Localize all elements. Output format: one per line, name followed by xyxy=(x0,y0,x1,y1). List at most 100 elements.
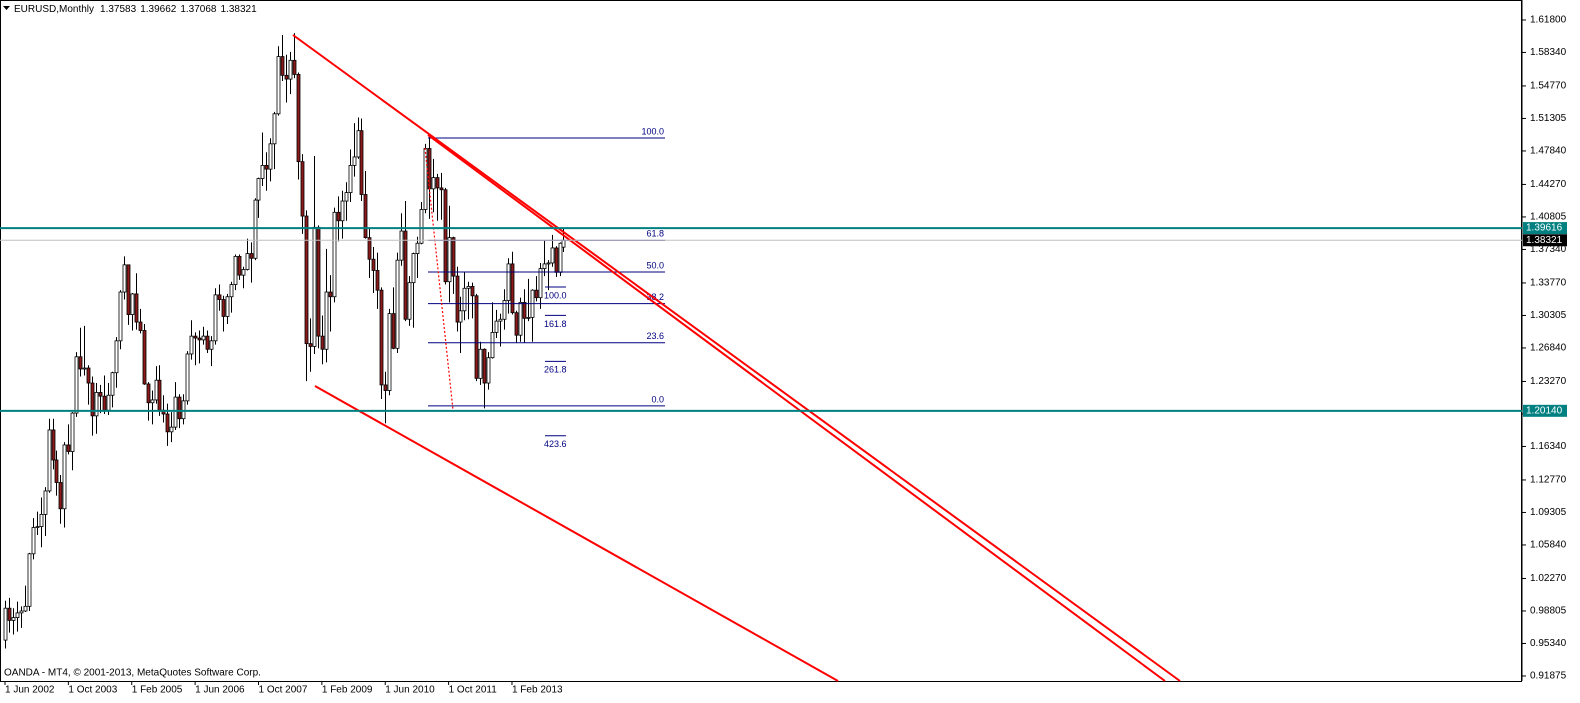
candle-body xyxy=(399,230,404,261)
candle-body xyxy=(371,258,376,271)
y-tick-label: 0.98805 xyxy=(1530,606,1567,617)
candle-body xyxy=(82,367,87,370)
y-tick-label: 1.33770 xyxy=(1530,278,1567,289)
candle-body xyxy=(538,268,543,299)
candle-body xyxy=(39,513,44,527)
candle-body xyxy=(106,394,111,411)
y-tick-label: 1.54770 xyxy=(1530,81,1567,92)
candle-body xyxy=(443,189,448,283)
candle-body xyxy=(43,490,48,515)
x-tick-label: 1 Jun 2002 xyxy=(5,685,55,696)
y-tick-label: 1.09305 xyxy=(1530,507,1567,518)
candle-body xyxy=(300,161,305,217)
candle-body xyxy=(15,612,20,618)
candle-body xyxy=(490,331,495,359)
fibo-label: 0.0 xyxy=(651,394,664,404)
candle-body xyxy=(447,237,452,283)
trend-line xyxy=(314,385,839,682)
candle-body xyxy=(494,320,499,333)
candle-body xyxy=(561,239,566,248)
candle-body xyxy=(455,275,460,323)
candle-body xyxy=(241,269,246,276)
y-tick-label: 0.95340 xyxy=(1530,638,1567,649)
header-text: EURUSD,Monthly 1.37583 1.39662 1.37068 1.383… xyxy=(14,4,257,15)
candle-body xyxy=(122,264,127,293)
candle-body xyxy=(344,192,349,202)
candle-body xyxy=(359,130,364,195)
candle-body xyxy=(114,340,119,374)
low-value: 1.37068 xyxy=(180,4,217,15)
candle-body xyxy=(391,313,396,349)
candle-body xyxy=(403,230,408,320)
candle-body xyxy=(209,340,214,350)
candle-body xyxy=(58,482,63,510)
fibo-label: 261.8 xyxy=(544,365,567,375)
candle-body xyxy=(130,293,135,315)
y-tick-label: 1.51305 xyxy=(1530,113,1567,124)
candle-body xyxy=(62,444,67,510)
candle-body xyxy=(375,270,380,291)
candle-body xyxy=(379,289,384,386)
candle-body xyxy=(31,527,36,555)
plot-frame xyxy=(0,0,1522,682)
price-label: 1.20140 xyxy=(1526,405,1563,416)
candle-body xyxy=(102,395,107,411)
candle-body xyxy=(478,348,483,379)
candle-body xyxy=(94,392,99,417)
candle-body xyxy=(233,255,238,285)
candle-body xyxy=(74,356,79,414)
candle-body xyxy=(367,237,372,260)
candle-body xyxy=(340,200,345,222)
candle-body xyxy=(177,396,182,420)
candle-body xyxy=(431,177,436,190)
candle-body xyxy=(550,247,555,264)
x-tick-label: 1 Feb 2009 xyxy=(322,685,373,696)
candle-body xyxy=(280,56,285,76)
candle-body xyxy=(356,130,361,158)
candle-body xyxy=(558,242,563,273)
candle-body xyxy=(256,178,261,201)
price-label: 1.39616 xyxy=(1526,223,1563,234)
candle-body xyxy=(546,262,551,265)
candle-body xyxy=(534,289,539,299)
y-tick-label: 1.58340 xyxy=(1530,47,1567,58)
price-label-box xyxy=(1523,222,1567,235)
candle-body xyxy=(225,296,230,317)
candle-body xyxy=(118,291,123,342)
candle-body xyxy=(157,379,162,411)
candle-body xyxy=(514,312,519,336)
y-tick-label: 1.37340 xyxy=(1530,244,1567,255)
x-tick-label: 1 Jun 2010 xyxy=(385,685,435,696)
candle-body xyxy=(66,444,71,452)
candle-body xyxy=(54,459,59,483)
candle-body xyxy=(134,293,139,323)
candle-body xyxy=(169,426,174,433)
candle-body xyxy=(165,413,170,433)
trend-lines xyxy=(292,34,1181,682)
x-tick-label: 1 Feb 2005 xyxy=(132,685,183,696)
candle-body xyxy=(189,335,194,355)
high-value: 1.39662 xyxy=(140,4,177,15)
candle-body xyxy=(419,209,424,244)
menu-triangle[interactable] xyxy=(3,6,10,10)
candle-body xyxy=(213,294,218,342)
candle-body xyxy=(482,348,487,384)
candle-body xyxy=(458,310,463,323)
y-tick-label: 1.23270 xyxy=(1530,376,1567,387)
candle-body xyxy=(150,399,155,404)
fibo-label: 61.8 xyxy=(646,229,664,239)
y-tick-label: 1.47840 xyxy=(1530,146,1567,157)
y-tick-label: 1.44270 xyxy=(1530,179,1567,190)
candle-body xyxy=(193,335,198,339)
candle-body xyxy=(451,237,456,277)
candle-body xyxy=(70,412,75,452)
x-tick-label: 1 Feb 2013 xyxy=(512,685,563,696)
copyright: OANDA - MT4, © 2001-2013, MetaQuotes Sof… xyxy=(4,668,261,679)
candle-body xyxy=(142,330,147,385)
y-tick-label: 1.61800 xyxy=(1530,15,1567,26)
candle-body xyxy=(466,286,471,289)
y-tick-label: 1.40805 xyxy=(1530,212,1567,223)
candle-body xyxy=(138,321,143,331)
candle-body xyxy=(348,164,353,194)
